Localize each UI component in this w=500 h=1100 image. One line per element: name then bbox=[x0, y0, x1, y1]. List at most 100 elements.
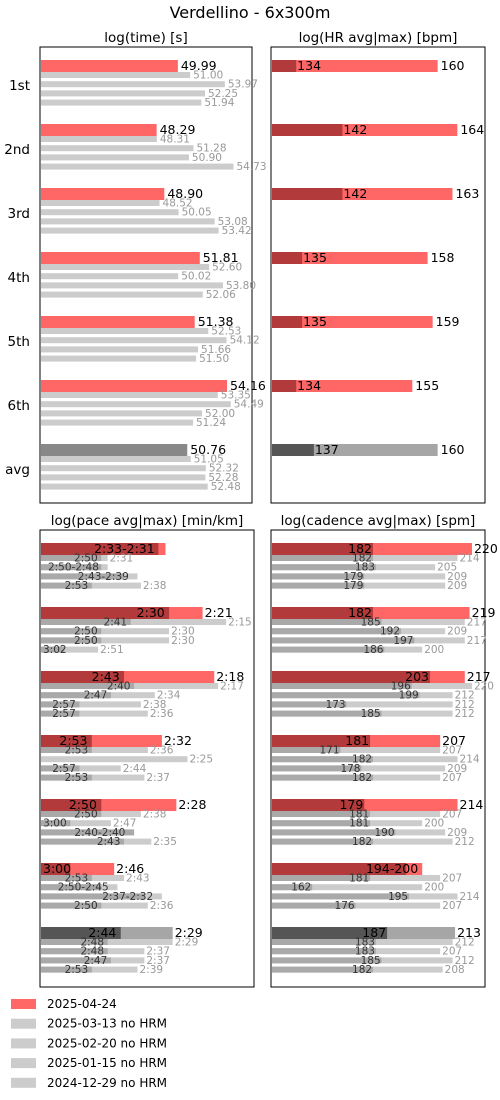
bar-value-label: 53.35 bbox=[221, 390, 251, 402]
bar-hr-max bbox=[272, 380, 413, 392]
bar-max bbox=[41, 820, 111, 827]
bar-value-label: 2:30 bbox=[171, 626, 195, 638]
bar-value-label: 194-200 bbox=[366, 861, 418, 876]
bar-value-label: 212 bbox=[455, 937, 475, 949]
bar-value-label: 181 bbox=[349, 809, 369, 821]
legend-swatch bbox=[11, 1038, 36, 1049]
bar-avg bbox=[272, 774, 373, 781]
bar-hr-avg bbox=[272, 252, 303, 264]
bar-past bbox=[41, 99, 202, 106]
bar-value-label: 214 bbox=[460, 891, 480, 903]
bar-avg bbox=[41, 774, 92, 781]
legend-swatch bbox=[11, 999, 36, 1009]
bar-value-label: 158 bbox=[431, 250, 455, 265]
bar-value-label: 2:29 bbox=[175, 925, 203, 940]
bar-value-label: 2:33-2:31 bbox=[94, 541, 155, 556]
bar-value-label: 137 bbox=[315, 442, 339, 457]
bar-value-label: 159 bbox=[436, 314, 460, 329]
bar-value-label: 51.00 bbox=[193, 70, 223, 82]
bar-avg bbox=[272, 582, 365, 589]
bar-past bbox=[41, 291, 203, 298]
bar-value-label: 2:47 bbox=[84, 690, 108, 702]
bar-value-label: 2:37 bbox=[146, 772, 170, 784]
panel-title-time: log(time) [s] bbox=[104, 30, 187, 46]
bar-past bbox=[41, 264, 210, 270]
bar-current bbox=[41, 316, 195, 328]
bar-avg bbox=[272, 829, 396, 836]
bar-value-label: 142 bbox=[343, 186, 367, 201]
bar-past bbox=[41, 273, 179, 280]
bar-value-label: 209 bbox=[447, 626, 467, 638]
bar-past bbox=[41, 163, 234, 170]
bar-avg bbox=[272, 619, 382, 625]
bar-value-label: 54.16 bbox=[230, 378, 266, 393]
bar-value-label: 52.60 bbox=[212, 262, 242, 274]
bar-max bbox=[272, 884, 423, 891]
bar-value-label: 182 bbox=[352, 754, 372, 766]
bar-past bbox=[41, 227, 219, 234]
bar-avg bbox=[272, 884, 313, 891]
bar-avg bbox=[41, 619, 131, 625]
bar-avg bbox=[41, 838, 125, 845]
bar-hr-avg bbox=[272, 124, 343, 136]
bar-value-label: 52.00 bbox=[205, 408, 235, 420]
bar-value-label: 182 bbox=[352, 772, 372, 784]
bar-value-label: 181 bbox=[345, 733, 369, 748]
bar-value-label: 50.05 bbox=[182, 207, 212, 219]
bar-value-label: 134 bbox=[297, 58, 321, 73]
bar-value-label: 53.97 bbox=[228, 79, 258, 91]
bar-current bbox=[41, 60, 178, 72]
bar-value-label: 203 bbox=[405, 669, 429, 684]
bar-value-label: 212 bbox=[455, 955, 475, 967]
bar-avg bbox=[41, 875, 92, 881]
bar-value-label: 52.32 bbox=[209, 463, 239, 475]
bar-value-label: 2:57 bbox=[52, 699, 76, 711]
bar-avg bbox=[41, 555, 102, 561]
bar-value-label: 2:57 bbox=[52, 763, 76, 775]
bar-avg bbox=[41, 564, 102, 571]
legend-swatch bbox=[11, 1058, 36, 1069]
bar-value-label: 181 bbox=[349, 818, 369, 830]
bar-avg bbox=[41, 957, 111, 964]
bar-value-label: 51.24 bbox=[196, 417, 226, 429]
bar-past bbox=[41, 392, 218, 398]
bar-value-label: 2:50 bbox=[74, 553, 98, 565]
bar-avg bbox=[272, 564, 376, 571]
bar-value-label: 2:30 bbox=[137, 605, 165, 620]
bar-avg bbox=[272, 957, 382, 964]
panel-frame-pace bbox=[39, 529, 255, 988]
bar-value-label: 2:53 bbox=[65, 580, 89, 592]
bar-value-label: 212 bbox=[455, 708, 475, 720]
bar-value-label: 2:30 bbox=[171, 635, 195, 647]
bar-value-label: 2:50 bbox=[74, 626, 98, 638]
bar-avg bbox=[41, 884, 102, 891]
bar-avg bbox=[41, 628, 102, 635]
bar-avg bbox=[41, 902, 102, 909]
bar-value-label: 50.02 bbox=[181, 271, 211, 283]
bar-value-label: 173 bbox=[326, 699, 346, 711]
bar-value-label: 2:53 bbox=[65, 745, 89, 757]
ytick-label: 3rd bbox=[8, 206, 30, 222]
bar-avg bbox=[41, 820, 71, 827]
bar-value-label: 2:48 bbox=[80, 937, 104, 949]
bar-value-label: 217 bbox=[467, 617, 487, 629]
bar-max bbox=[41, 701, 141, 708]
bar-value-label: 213 bbox=[457, 925, 481, 940]
panel-frame-cadence bbox=[270, 529, 486, 988]
bar-avg bbox=[272, 637, 415, 644]
bar-value-label: 48.29 bbox=[160, 122, 196, 137]
bar-value-label: 2:37 bbox=[146, 946, 170, 958]
bar-value-label: 181 bbox=[349, 873, 369, 885]
bar-value-label: 190 bbox=[375, 827, 395, 839]
bar-max bbox=[41, 710, 148, 717]
bar-value-label: 200 bbox=[424, 882, 444, 894]
bar-hr-avg bbox=[272, 444, 314, 456]
legend-swatch bbox=[11, 1077, 36, 1088]
bar-value-label: 176 bbox=[335, 900, 355, 912]
bar-value-label: 155 bbox=[415, 378, 439, 393]
bar-past bbox=[41, 410, 203, 417]
bar-avg bbox=[272, 683, 412, 689]
bar-current bbox=[41, 124, 157, 136]
bar-value-label: 2:25 bbox=[189, 754, 213, 766]
